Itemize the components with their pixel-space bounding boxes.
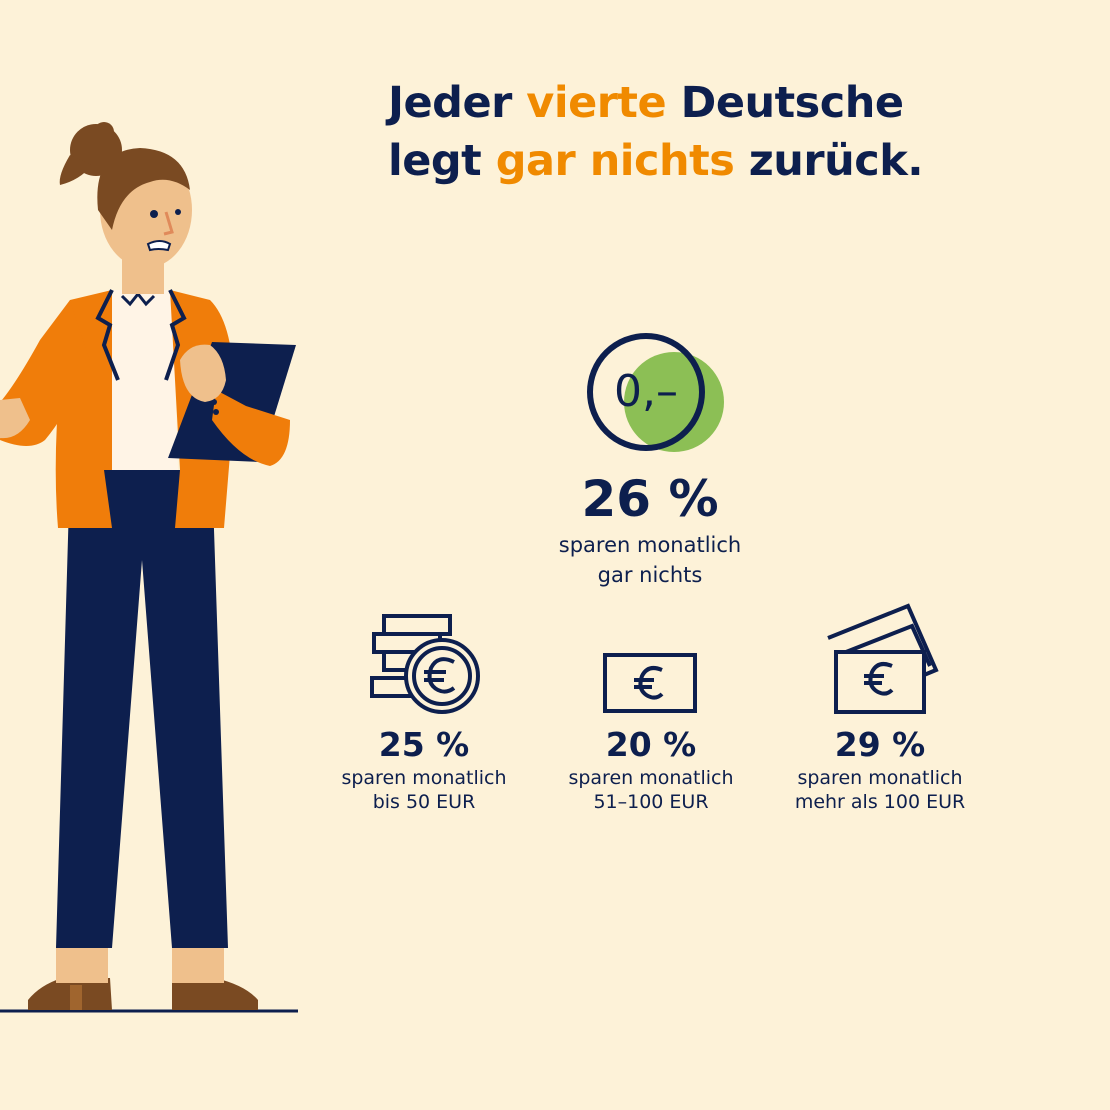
stat-desc-line-1: sparen monatlich: [558, 533, 742, 557]
stat-51-100: 20 % sparen monatlich 51–100 EUR: [541, 724, 761, 814]
stat-desc-line-2: mehr als 100 EUR: [794, 791, 966, 813]
stat-over-100: 29 % sparen monatlich mehr als 100 EUR: [770, 724, 990, 814]
banknotes-euro-icon: [827, 603, 939, 714]
stat-desc-line-2: gar nichts: [597, 563, 703, 587]
stat-desc-line-1: sparen monatlich: [341, 767, 507, 789]
stat-percent: 25 %: [378, 725, 470, 764]
stat-percent: 26 %: [581, 470, 719, 528]
headline-line-1: Jeder vierte Deutsche: [388, 78, 904, 128]
stat-percent: 29 %: [834, 725, 926, 764]
banknote-euro-icon: [603, 653, 697, 713]
headline: Jeder vierte Deutsche legt gar nichts zu…: [388, 74, 988, 190]
headline-accent-1: vierte: [526, 78, 667, 128]
stat-desc-line-2: 51–100 EUR: [593, 791, 709, 813]
headline-line-2: legt gar nichts zurück.: [388, 136, 924, 186]
woman-illustration: [0, 122, 298, 1013]
stat-desc-line-2: bis 50 EUR: [372, 791, 476, 813]
zero-coin-icon: 0,–: [587, 333, 724, 452]
stat-desc-line-1: sparen monatlich: [797, 767, 963, 789]
stat-up-to-50: 25 % sparen monatlich bis 50 EUR: [314, 724, 534, 814]
headline-accent-2: gar nichts: [495, 136, 735, 186]
stat-percent: 20 %: [605, 725, 697, 764]
coins-euro-icon: [370, 614, 480, 714]
zero-coin-label: 0,–: [614, 366, 678, 417]
stat-nothing: 26 % sparen monatlich gar nichts: [530, 468, 770, 590]
stat-desc-line-1: sparen monatlich: [568, 767, 734, 789]
